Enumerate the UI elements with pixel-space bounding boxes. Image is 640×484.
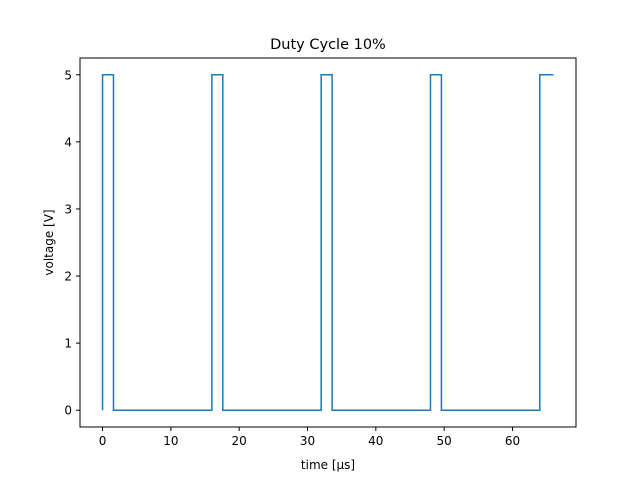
x-axis: 0 10 20 30 40 50 60 (99, 427, 520, 448)
x-tick-label: 30 (300, 434, 315, 448)
y-tick-label: 5 (64, 68, 72, 82)
series-line-0 (101, 74, 554, 411)
x-tick-label: 20 (232, 434, 247, 448)
x-tick-label: 40 (368, 434, 383, 448)
x-tick-label: 60 (505, 434, 520, 448)
y-axis-label: voltage [V] (42, 209, 56, 275)
y-axis: 0 1 2 3 4 5 (64, 68, 80, 418)
axes-frame (79, 57, 577, 428)
plot-area (101, 74, 554, 411)
x-tick-label: 0 (99, 434, 107, 448)
y-tick-label: 3 (64, 202, 72, 216)
y-tick-label: 1 (64, 337, 72, 351)
y-tick-label: 4 (64, 135, 72, 149)
x-tick-label: 50 (437, 434, 452, 448)
x-axis-label: time [μs] (301, 458, 355, 472)
y-tick-label: 0 (64, 404, 72, 418)
x-tick-label: 10 (163, 434, 178, 448)
y-tick-label: 2 (64, 270, 72, 284)
chart-title: Duty Cycle 10% (270, 37, 386, 53)
